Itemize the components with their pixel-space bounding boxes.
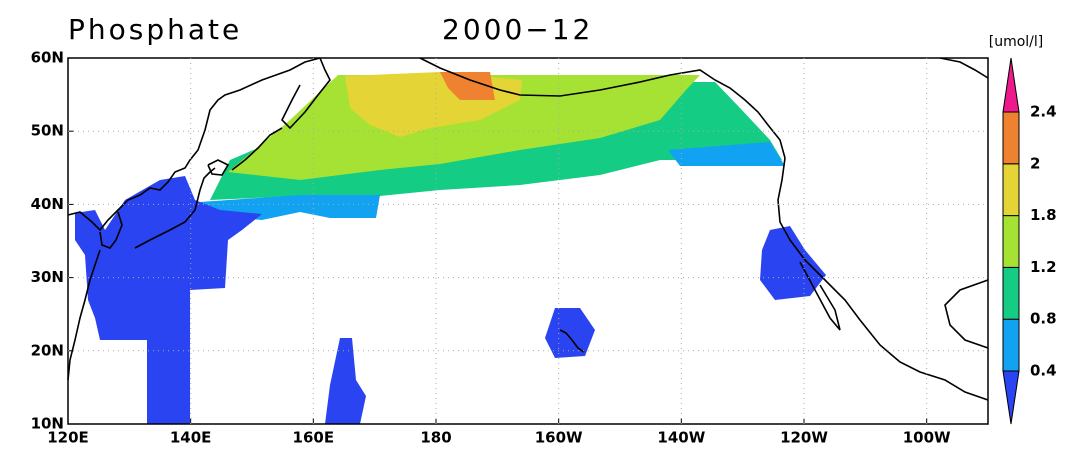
y-tick-label: 50N — [31, 122, 64, 140]
x-tick-label: 140E — [170, 429, 212, 447]
field-region — [325, 338, 366, 424]
field-region — [545, 308, 595, 358]
x-tick-label: 120E — [47, 429, 89, 447]
field-region — [228, 75, 700, 180]
colorbar-label: 1.2 — [1030, 258, 1057, 276]
y-tick-label: 20N — [31, 341, 64, 359]
asia-coast — [67, 57, 321, 232]
field-region — [75, 176, 262, 424]
title: Phosphate — [68, 13, 242, 46]
gulf — [944, 279, 989, 349]
canada-east — [939, 57, 989, 79]
x-tick-label: 120W — [780, 429, 828, 447]
colorbar-label: 2.4 — [1030, 103, 1057, 121]
axes: 120E 140E 160E 180 160W 140W 120W 100W 10N 20N 30N… — [31, 49, 988, 447]
y-tick-label: 10N — [31, 415, 64, 433]
colorbar-label: 1.8 — [1030, 206, 1057, 224]
japan — [134, 167, 216, 249]
y-tick-label: 60N — [31, 49, 64, 67]
field-region — [760, 226, 826, 300]
x-tick-label: 100W — [903, 429, 951, 447]
colorbar-label: 2 — [1030, 154, 1040, 172]
colorbar: 0.4 0.8 1.2 1.8 2 2.4 — [1002, 57, 1057, 425]
china-coast — [67, 249, 101, 381]
north-america — [777, 157, 989, 401]
baja — [799, 261, 841, 331]
units: [umol/l] — [989, 34, 1044, 50]
x-tick-label: 140W — [657, 429, 705, 447]
y-tick-label: 40N — [31, 195, 64, 213]
korea — [99, 211, 123, 249]
colorbar-arrow — [1002, 370, 1020, 425]
field-region — [668, 142, 785, 166]
colorbar-segment — [1002, 266, 1020, 320]
hawaii — [559, 329, 585, 353]
hokkaido — [207, 159, 230, 176]
field — [75, 72, 826, 424]
colorbar-segment — [1002, 111, 1020, 165]
coastlines — [67, 57, 989, 401]
colorbar-segment — [1002, 318, 1020, 372]
kamchatka — [281, 57, 331, 130]
y-tick-label: 30N — [31, 268, 64, 286]
colorbar-segment — [1002, 215, 1020, 268]
kurils — [231, 127, 283, 171]
x-tick-label: 180 — [420, 429, 451, 447]
colorbar-arrow — [1002, 57, 1020, 113]
colorbar-segment — [1002, 163, 1020, 217]
colorbar-label: 0.4 — [1030, 362, 1057, 380]
alaska — [419, 57, 786, 159]
plot-frame — [67, 57, 989, 425]
x-tick-label: 160W — [535, 429, 583, 447]
x-tick-label: 160E — [293, 429, 335, 447]
field-region — [440, 72, 495, 100]
period: 2000−12 — [442, 13, 593, 46]
colorbar-label: 0.8 — [1030, 310, 1057, 328]
